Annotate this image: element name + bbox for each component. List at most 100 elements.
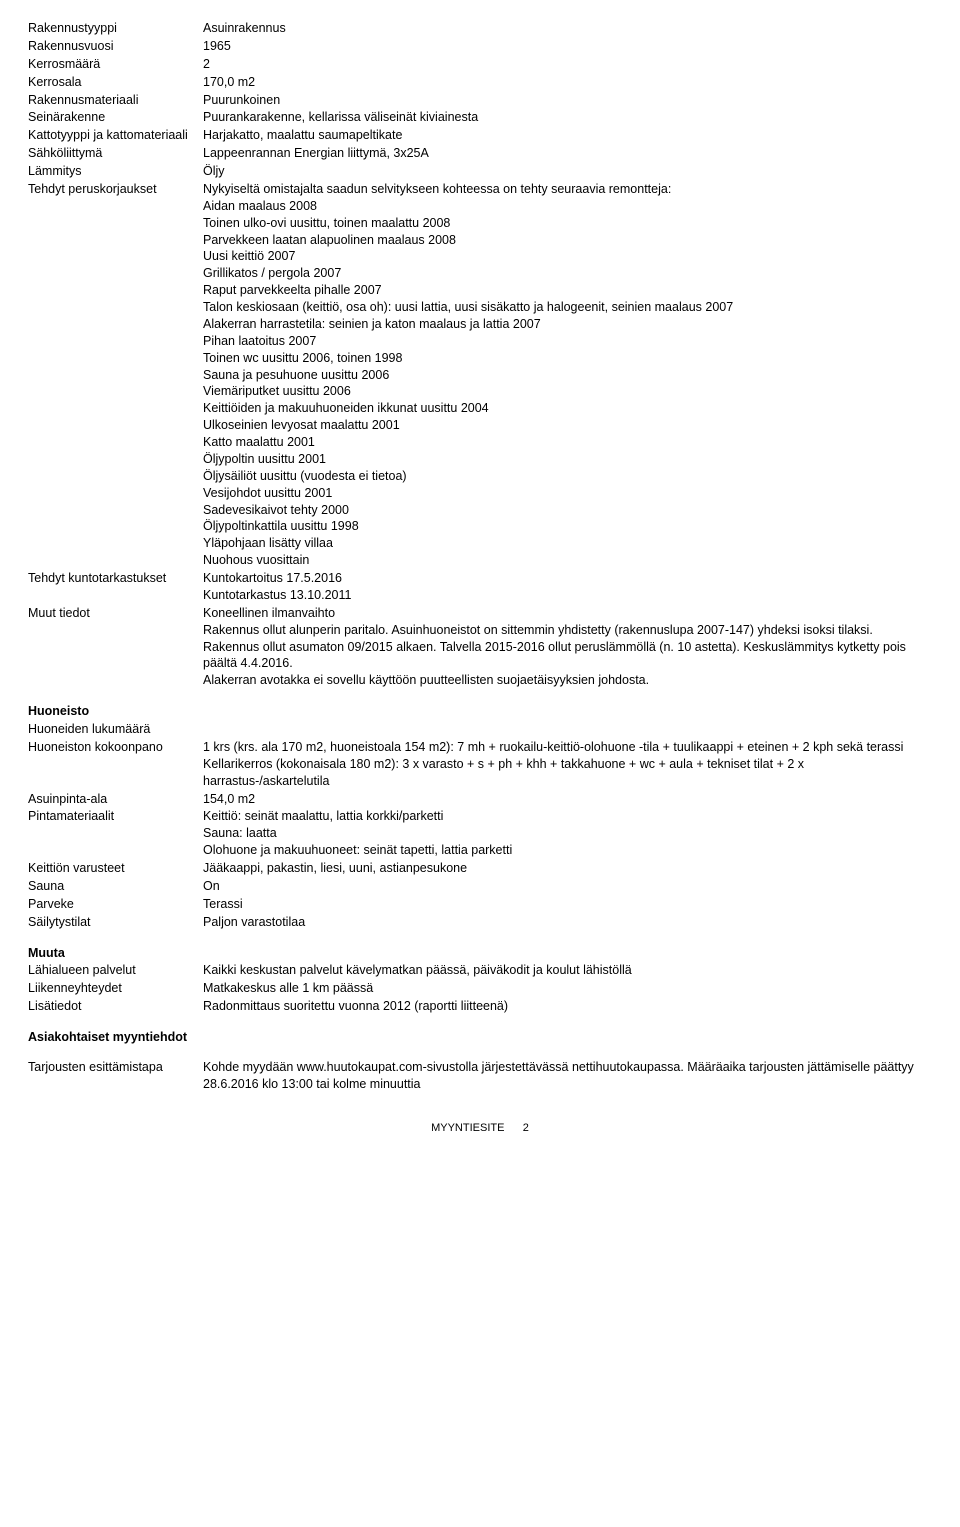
field-row: Huoneiden lukumäärä bbox=[28, 721, 932, 738]
field-label: Sähköliittymä bbox=[28, 145, 203, 162]
value-line: Kohde myydään www.huutokaupat.com-sivust… bbox=[203, 1059, 932, 1093]
field-value: Kohde myydään www.huutokaupat.com-sivust… bbox=[203, 1059, 932, 1093]
value-line: Sadevesikaivot tehty 2000 bbox=[203, 502, 932, 519]
field-label: Lämmitys bbox=[28, 163, 203, 180]
field-row: SaunaOn bbox=[28, 878, 932, 895]
value-line: Koneellinen ilmanvaihto bbox=[203, 605, 932, 622]
value-line: Öljypoltinkattila uusittu 1998 bbox=[203, 518, 932, 535]
field-row: SäilytystilatPaljon varastotilaa bbox=[28, 914, 932, 931]
value-line: Alakerran harrastetila: seinien ja katon… bbox=[203, 316, 932, 333]
value-line: Parvekkeen laatan alapuolinen maalaus 20… bbox=[203, 232, 932, 249]
value-line: Pihan laatoitus 2007 bbox=[203, 333, 932, 350]
field-label: Kerrosala bbox=[28, 74, 203, 91]
field-row: PintamateriaalitKeittiö: seinät maalattu… bbox=[28, 808, 932, 859]
field-value: Jääkaappi, pakastin, liesi, uuni, astian… bbox=[203, 860, 932, 877]
field-label: Keittiön varusteet bbox=[28, 860, 203, 877]
field-value: 1965 bbox=[203, 38, 932, 55]
field-row: SähköliittymäLappeenrannan Energian liit… bbox=[28, 145, 932, 162]
field-label: Sauna bbox=[28, 878, 203, 895]
field-row: Tehdyt peruskorjauksetNykyiseltä omistaj… bbox=[28, 181, 932, 569]
value-line: 1 krs (krs. ala 170 m2, huoneistoala 154… bbox=[203, 739, 932, 756]
value-line: Kuntotarkastus 13.10.2011 bbox=[203, 587, 932, 604]
field-label: Lisätiedot bbox=[28, 998, 203, 1015]
field-value: Öljy bbox=[203, 163, 932, 180]
field-row: Asuinpinta-ala154,0 m2 bbox=[28, 791, 932, 808]
field-value: Harjakatto, maalattu saumapeltikate bbox=[203, 127, 932, 144]
field-value: Terassi bbox=[203, 896, 932, 913]
field-value: Lappeenrannan Energian liittymä, 3x25A bbox=[203, 145, 932, 162]
field-row: Keittiön varusteetJääkaappi, pakastin, l… bbox=[28, 860, 932, 877]
field-row: ParvekeTerassi bbox=[28, 896, 932, 913]
field-value: 2 bbox=[203, 56, 932, 73]
field-label: Seinärakenne bbox=[28, 109, 203, 126]
field-value: Puurankarakenne, kellarissa väliseinät k… bbox=[203, 109, 932, 126]
value-line: Viemäriputket uusittu 2006 bbox=[203, 383, 932, 400]
value-line: Toinen ulko-ovi uusittu, toinen maalattu… bbox=[203, 215, 932, 232]
field-value: 170,0 m2 bbox=[203, 74, 932, 91]
footer-title: MYYNTIESITE bbox=[431, 1122, 504, 1134]
field-label: Tehdyt kuntotarkastukset bbox=[28, 570, 203, 587]
value-line: Sauna: laatta bbox=[203, 825, 932, 842]
value-line: Öljypoltin uusittu 2001 bbox=[203, 451, 932, 468]
field-value: Kaikki keskustan palvelut kävelymatkan p… bbox=[203, 962, 932, 979]
value-line: Nuohous vuosittain bbox=[203, 552, 932, 569]
field-label: Huoneiden lukumäärä bbox=[28, 721, 203, 738]
field-row: RakennustyyppiAsuinrakennus bbox=[28, 20, 932, 37]
field-label: Muut tiedot bbox=[28, 605, 203, 622]
value-line: Kellarikerros (kokonaisala 180 m2): 3 x … bbox=[203, 756, 932, 790]
field-value: Asuinrakennus bbox=[203, 20, 932, 37]
field-row: Kerrosmäärä2 bbox=[28, 56, 932, 73]
value-line: Kuntokartoitus 17.5.2016 bbox=[203, 570, 932, 587]
field-label: Rakennusvuosi bbox=[28, 38, 203, 55]
value-line: Raput parvekkeelta pihalle 2007 bbox=[203, 282, 932, 299]
field-value: Matkakeskus alle 1 km päässä bbox=[203, 980, 932, 997]
value-line: Uusi keittiö 2007 bbox=[203, 248, 932, 265]
value-line: Keittiö: seinät maalattu, lattia korkki/… bbox=[203, 808, 932, 825]
value-line: Talon keskiosaan (keittiö, osa oh): uusi… bbox=[203, 299, 932, 316]
field-label: Asuinpinta-ala bbox=[28, 791, 203, 808]
field-value: 1 krs (krs. ala 170 m2, huoneistoala 154… bbox=[203, 739, 932, 790]
field-row: Kattotyyppi ja kattomateriaaliHarjakatto… bbox=[28, 127, 932, 144]
value-line: Alakerran avotakka ei sovellu käyttöön p… bbox=[203, 672, 932, 689]
field-label: Pintamateriaalit bbox=[28, 808, 203, 825]
value-line: Toinen wc uusittu 2006, toinen 1998 bbox=[203, 350, 932, 367]
field-value: Koneellinen ilmanvaihtoRakennus ollut al… bbox=[203, 605, 932, 689]
footer-page: 2 bbox=[523, 1122, 529, 1134]
field-value: 154,0 m2 bbox=[203, 791, 932, 808]
value-line: Yläpohjaan lisätty villaa bbox=[203, 535, 932, 552]
field-row: Tehdyt kuntotarkastuksetKuntokartoitus 1… bbox=[28, 570, 932, 604]
field-label: Lähialueen palvelut bbox=[28, 962, 203, 979]
value-line: Keittiöiden ja makuuhuoneiden ikkunat uu… bbox=[203, 400, 932, 417]
value-line: Olohuone ja makuuhuoneet: seinät tapetti… bbox=[203, 842, 932, 859]
section-myyntiehdot: Asiakohtaiset myyntiehdot bbox=[28, 1029, 932, 1046]
field-label: Kerrosmäärä bbox=[28, 56, 203, 73]
value-line: Ulkoseinien levyosat maalattu 2001 bbox=[203, 417, 932, 434]
field-value: Keittiö: seinät maalattu, lattia korkki/… bbox=[203, 808, 932, 859]
section-huoneisto: Huoneisto bbox=[28, 703, 932, 720]
field-value: On bbox=[203, 878, 932, 895]
field-label: Rakennusmateriaali bbox=[28, 92, 203, 109]
field-row: Kerrosala170,0 m2 bbox=[28, 74, 932, 91]
field-value: Paljon varastotilaa bbox=[203, 914, 932, 931]
section-muuta: Muuta bbox=[28, 945, 932, 962]
field-row: Muut tiedotKoneellinen ilmanvaihtoRakenn… bbox=[28, 605, 932, 689]
field-label: Kattotyyppi ja kattomateriaali bbox=[28, 127, 203, 144]
value-line: Katto maalattu 2001 bbox=[203, 434, 932, 451]
value-line: Vesijohdot uusittu 2001 bbox=[203, 485, 932, 502]
field-row: Rakennusvuosi1965 bbox=[28, 38, 932, 55]
field-row: SeinärakennePuurankarakenne, kellarissa … bbox=[28, 109, 932, 126]
field-row: Tarjousten esittämistapaKohde myydään ww… bbox=[28, 1059, 932, 1093]
value-line: Grillikatos / pergola 2007 bbox=[203, 265, 932, 282]
value-line: Aidan maalaus 2008 bbox=[203, 198, 932, 215]
value-line: Sauna ja pesuhuone uusittu 2006 bbox=[203, 367, 932, 384]
field-label: Rakennustyyppi bbox=[28, 20, 203, 37]
field-label: Tarjousten esittämistapa bbox=[28, 1059, 203, 1076]
value-line: Nykyiseltä omistajalta saadun selvitykse… bbox=[203, 181, 932, 198]
value-line: Rakennus ollut alunperin paritalo. Asuin… bbox=[203, 622, 932, 639]
field-row: Lähialueen palvelutKaikki keskustan palv… bbox=[28, 962, 932, 979]
field-row: LisätiedotRadonmittaus suoritettu vuonna… bbox=[28, 998, 932, 1015]
field-row: Huoneiston kokoonpano1 krs (krs. ala 170… bbox=[28, 739, 932, 790]
field-row: LiikenneyhteydetMatkakeskus alle 1 km pä… bbox=[28, 980, 932, 997]
field-value: Kuntokartoitus 17.5.2016Kuntotarkastus 1… bbox=[203, 570, 932, 604]
field-label: Säilytystilat bbox=[28, 914, 203, 931]
